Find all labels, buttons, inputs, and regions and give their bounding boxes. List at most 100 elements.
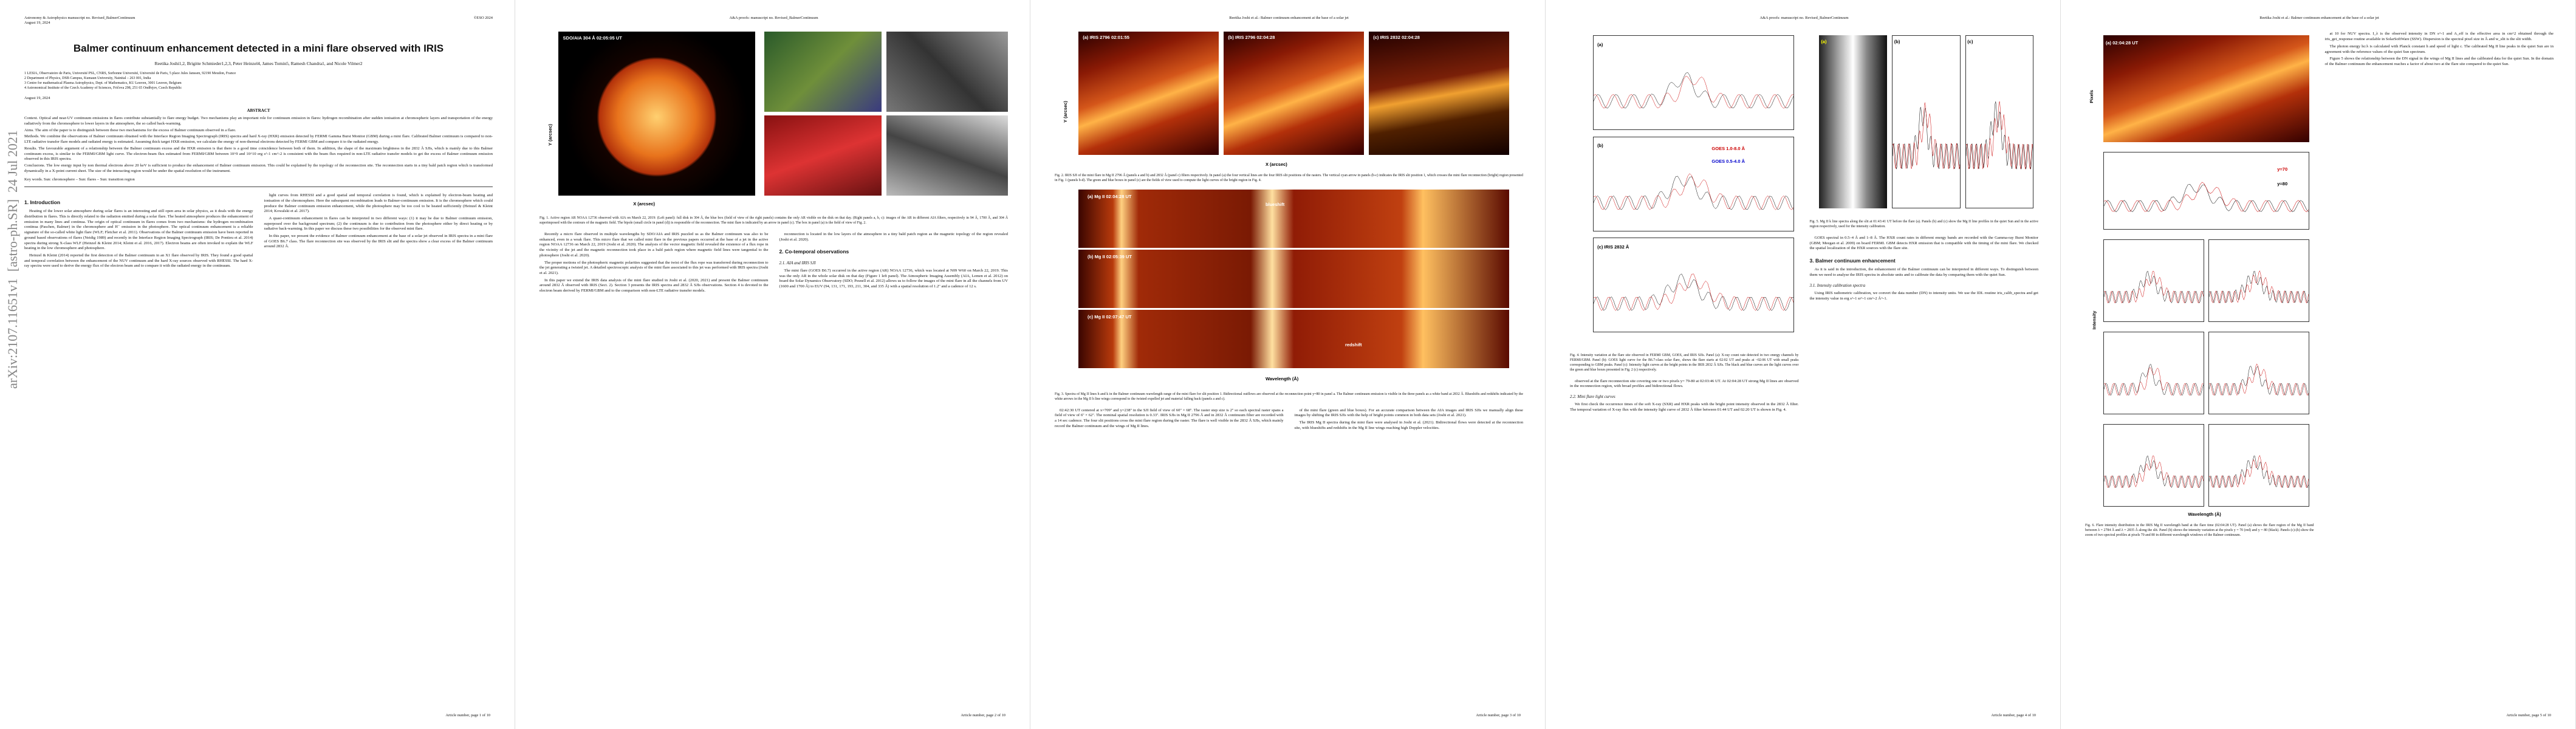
figure-label: Y (arcsec) bbox=[1062, 101, 1068, 123]
figure: (a) (b) (c) bbox=[1810, 35, 2039, 217]
columns: (a) 02:04:28 UT Pixels y=70 y=80 Intensity Wa… bbox=[2085, 32, 2554, 544]
figure: (a) GOES 1.0-8.0 Å GOES 0.5-4.0 Å (b) (c) IR… bbox=[1570, 35, 1799, 351]
caption: Fig. 1. Active region AR NOAA 12736 obse… bbox=[540, 216, 1008, 225]
figure-label: (a) bbox=[1821, 39, 1827, 45]
para: observed at the flare reconnection site … bbox=[1570, 378, 1799, 389]
para: A quasi-continuum enhancement in flares … bbox=[264, 216, 493, 231]
para: The proper motions of the photospheric m… bbox=[540, 260, 769, 275]
plot-line bbox=[2104, 272, 2204, 304]
plot-decoration bbox=[2209, 425, 2309, 506]
para: Using IRIS radiometric calibration, we c… bbox=[1809, 290, 2039, 301]
para: In this paper we extend the IRIS data an… bbox=[540, 278, 769, 293]
para: light curves from RHESSI and a good spat… bbox=[264, 193, 493, 214]
plot-line bbox=[1893, 103, 1960, 169]
figure-label: Pixels bbox=[2088, 90, 2094, 104]
caption: Fig. 3. Spectra of Mg II lines h and k i… bbox=[1055, 392, 1523, 401]
figure-label: blueshift bbox=[1265, 201, 1285, 207]
page-footer: Article number, page 5 of 10 bbox=[2506, 713, 2551, 717]
para: Recently a micro flare observed in multi… bbox=[540, 232, 769, 258]
column: 1. Introduction Heating of the lower sola… bbox=[24, 193, 253, 271]
figure-panel bbox=[2208, 239, 2309, 323]
plot-decoration bbox=[1966, 36, 2033, 208]
para: The IRIS Mg II spectra during the mini f… bbox=[1294, 420, 1524, 430]
plot-decoration bbox=[2104, 425, 2204, 506]
column: light curves from RHESSI and a good spat… bbox=[264, 193, 493, 271]
plot-line bbox=[2104, 364, 2204, 395]
plot-line bbox=[1594, 73, 1793, 109]
figure-panel bbox=[886, 115, 1008, 196]
heading: 1. Introduction bbox=[24, 199, 61, 206]
header-left: Astronomy & Astrophysics manuscript no. … bbox=[24, 16, 135, 26]
column: (a) GOES 1.0-8.0 Å GOES 0.5-4.0 Å (b) (c) IR… bbox=[1570, 32, 1799, 414]
affiliation: 1 LESIA, Observatoire de Paris, Universi… bbox=[24, 72, 236, 76]
figure-panel bbox=[1078, 190, 1509, 248]
abstract-heading: ABSTRACT bbox=[247, 108, 270, 114]
figure-panel bbox=[764, 32, 882, 112]
running-header: A&A proofs: manuscript no. Revised_Balme… bbox=[540, 16, 1008, 21]
affiliation: 2 Department of Physics, DSB Campus, Kum… bbox=[24, 76, 151, 80]
para: In this paper, we present the evidence o… bbox=[264, 234, 493, 249]
figure-label: redshift bbox=[1345, 341, 1362, 347]
header-center: Reetika Joshi et al.: Balmer continuum e… bbox=[2259, 16, 2379, 20]
figure-panel bbox=[1078, 250, 1509, 308]
para: reconnection is located in the low layer… bbox=[779, 232, 1009, 242]
page-footer: Article number, page 3 of 10 bbox=[1476, 713, 1521, 717]
plot-line bbox=[2209, 456, 2309, 488]
figure-label: Y (arcsec) bbox=[547, 124, 553, 146]
header-center: A&A proofs: manuscript no. Revised_Balme… bbox=[1759, 16, 1849, 20]
subheading: 2.2. Mini flare light curves bbox=[1570, 394, 1615, 399]
plot-line bbox=[2104, 182, 2309, 212]
figure-panel bbox=[2208, 424, 2309, 507]
header-center: Reetika Joshi et al.: Balmer continuum e… bbox=[1229, 16, 1349, 20]
figure-label: X (arcsec) bbox=[633, 201, 656, 207]
keywords: Key words. Sun: chromosphere – Sun: flar… bbox=[24, 177, 493, 188]
figure-panel bbox=[764, 115, 882, 196]
page: Reetika Joshi et al.: Balmer continuum e… bbox=[2061, 0, 2576, 729]
figure-label: (b) Mg II 02:05:39 UT bbox=[1087, 253, 1132, 259]
running-header: Reetika Joshi et al.: Balmer continuum e… bbox=[2085, 16, 2554, 21]
figure-label: SDO/AIA 304 Å 02:05:05 UT bbox=[563, 35, 622, 41]
page: Astronomy & Astrophysics manuscript no. … bbox=[0, 0, 515, 729]
para: The mini flare (GOES B6.7) occurred in t… bbox=[779, 268, 1009, 289]
figure-label: (b) bbox=[1597, 143, 1603, 149]
plot-decoration bbox=[2209, 240, 2309, 321]
caption: Fig. 4. Intensity variation at the flare… bbox=[1570, 354, 1799, 372]
column: of the mini flare (green and blue boxes)… bbox=[1295, 408, 1524, 433]
figure-panel bbox=[1592, 35, 1794, 131]
affiliation: 4 Astronomical Institute of the Czech Ac… bbox=[24, 86, 182, 90]
para: As it is said in the introduction, the e… bbox=[1809, 267, 2039, 278]
affiliation: 3 Centre for mathematical Plasma Astroph… bbox=[24, 81, 182, 85]
figure-label: (a) IRIS 2796 02:01:55 bbox=[1083, 35, 1129, 41]
plot-line bbox=[1594, 77, 1793, 109]
header-right: ©ESO 2024 bbox=[473, 16, 493, 20]
figure-label: GOES 0.5-4.0 Å bbox=[1711, 159, 1745, 165]
figure-panel bbox=[1368, 32, 1509, 155]
column: (a) 02:04:28 UT Pixels y=70 y=80 Intensity Wa… bbox=[2085, 32, 2314, 544]
plot-line bbox=[1966, 101, 2033, 169]
figure: (a) Mg II 02:04:28 UT blueshift (b) Mg II … bbox=[1055, 190, 1523, 390]
para: at 10 for NUV spectra. I_λ is the observ… bbox=[2324, 32, 2554, 42]
page: A&A proofs: manuscript no. Revised_Balme… bbox=[515, 0, 1030, 729]
figure-label: (c) IRIS 2832 Å bbox=[1597, 244, 1629, 250]
para: of the mini flare (green and blue boxes)… bbox=[1294, 408, 1524, 418]
abstract: Conclusions. The low energy input by non… bbox=[24, 163, 493, 173]
figure-label: (a) 02:04:28 UT bbox=[2105, 40, 2139, 46]
plot-line bbox=[2209, 272, 2309, 303]
plot-decoration bbox=[1594, 238, 1793, 332]
page-footer: Article number, page 1 of 10 bbox=[445, 713, 490, 717]
figure-label: (c) IRIS 2832 02:04:28 bbox=[1373, 35, 1420, 41]
plot-line bbox=[2209, 364, 2309, 395]
para: GOES spectral in 0.5–4 Å and 1–8 Å. The … bbox=[1809, 236, 2039, 251]
figure-label: (b) IRIS 2796 02:04:28 bbox=[1228, 35, 1275, 41]
columns: (a) GOES 1.0-8.0 Å GOES 0.5-4.0 Å (b) (c) IR… bbox=[1570, 32, 2038, 414]
figure-panel bbox=[2208, 332, 2309, 415]
figure-panel bbox=[1223, 32, 1364, 155]
arxiv-stamp: arXiv:2107.11651v1 [astro-ph.SR] 24 Jul … bbox=[5, 130, 20, 389]
figure-panel bbox=[1818, 35, 1888, 209]
plot-line bbox=[2104, 456, 2204, 488]
caption: Fig. 6. Flare intensity distribution in … bbox=[2085, 524, 2314, 538]
subheading: 2.1. AIA and IRIS SJI bbox=[779, 260, 816, 265]
figure-label: (b) bbox=[1894, 39, 1900, 45]
running-header: A&A proofs: manuscript no. Revised_Balme… bbox=[1570, 16, 2038, 21]
